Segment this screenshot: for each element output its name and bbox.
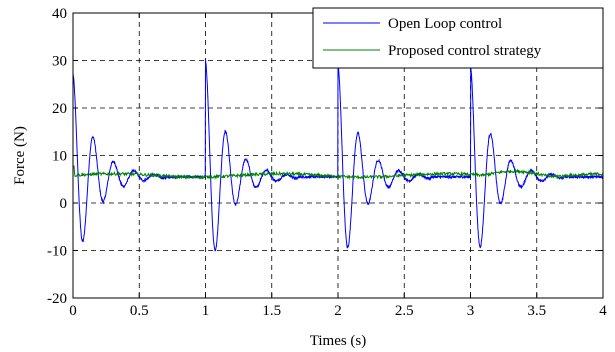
legend: Open Loop control Proposed control strat… <box>312 7 604 69</box>
legend-label-open-loop: Open Loop control <box>388 16 502 32</box>
y-tick-label: -20 <box>47 291 67 307</box>
axis-ticks: 0 0.5 1 1.5 2 2.5 3 3.5 4 -20 -10 0 10 20 30 40 <box>47 6 607 319</box>
x-tick-label: 3 <box>467 303 475 319</box>
x-tick-label: 0 <box>69 303 77 319</box>
y-tick-label: 20 <box>52 101 67 117</box>
series-line-proposed <box>73 165 604 181</box>
y-tick-label: 10 <box>52 149 67 165</box>
y-tick-label: 30 <box>52 54 67 70</box>
x-tick-label: 3.5 <box>527 303 546 319</box>
x-axis-label: Times (s) <box>310 333 367 349</box>
x-tick-label: 0.5 <box>130 303 149 319</box>
x-tick-label: 1 <box>202 303 210 319</box>
x-tick-label: 2 <box>334 303 342 319</box>
y-tick-label: -10 <box>47 244 67 260</box>
y-axis-label: Force (N) <box>12 126 28 185</box>
x-tick-label: 2.5 <box>395 303 414 319</box>
y-tick-label: 40 <box>52 6 67 22</box>
legend-box <box>312 7 604 69</box>
x-tick-label: 1.5 <box>262 303 281 319</box>
y-tick-label: 0 <box>60 196 68 212</box>
x-tick-label: 4 <box>599 303 607 319</box>
legend-label-proposed: Proposed control strategy <box>388 43 542 59</box>
